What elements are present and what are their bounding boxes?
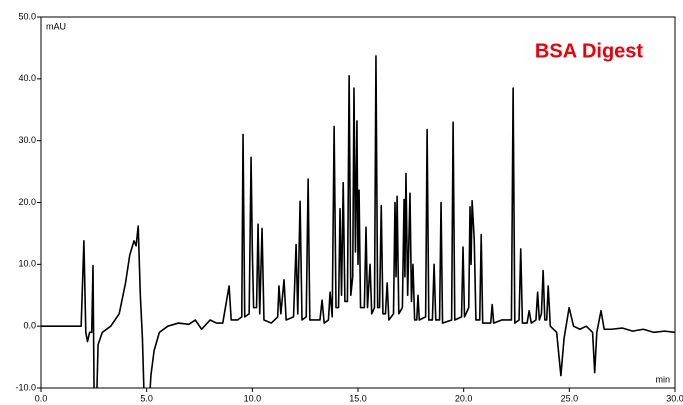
x-tick-label: 25.0 (561, 393, 579, 403)
y-tick-label: 50.0 (18, 11, 36, 21)
y-tick-label: 10.0 (18, 259, 36, 269)
x-tick-label: 5.0 (140, 393, 153, 403)
y-axis-label: mAU (46, 21, 66, 31)
y-tick-label: 0.0 (23, 321, 36, 331)
y-tick-label: -10.0 (15, 382, 36, 392)
y-tick-label: 40.0 (18, 73, 36, 83)
x-tick-label: 30.0 (666, 393, 683, 403)
x-tick-label: 10.0 (244, 393, 262, 403)
x-tick-label: 20.0 (455, 393, 473, 403)
chart-title: BSA Digest (535, 40, 644, 62)
x-axis-label: min (655, 374, 670, 384)
chromatogram-line (41, 55, 675, 388)
x-tick-label: 15.0 (349, 393, 367, 403)
y-tick-label: 30.0 (18, 135, 36, 145)
x-tick-label: 0.0 (35, 393, 48, 403)
y-tick-label: 20.0 (18, 197, 36, 207)
